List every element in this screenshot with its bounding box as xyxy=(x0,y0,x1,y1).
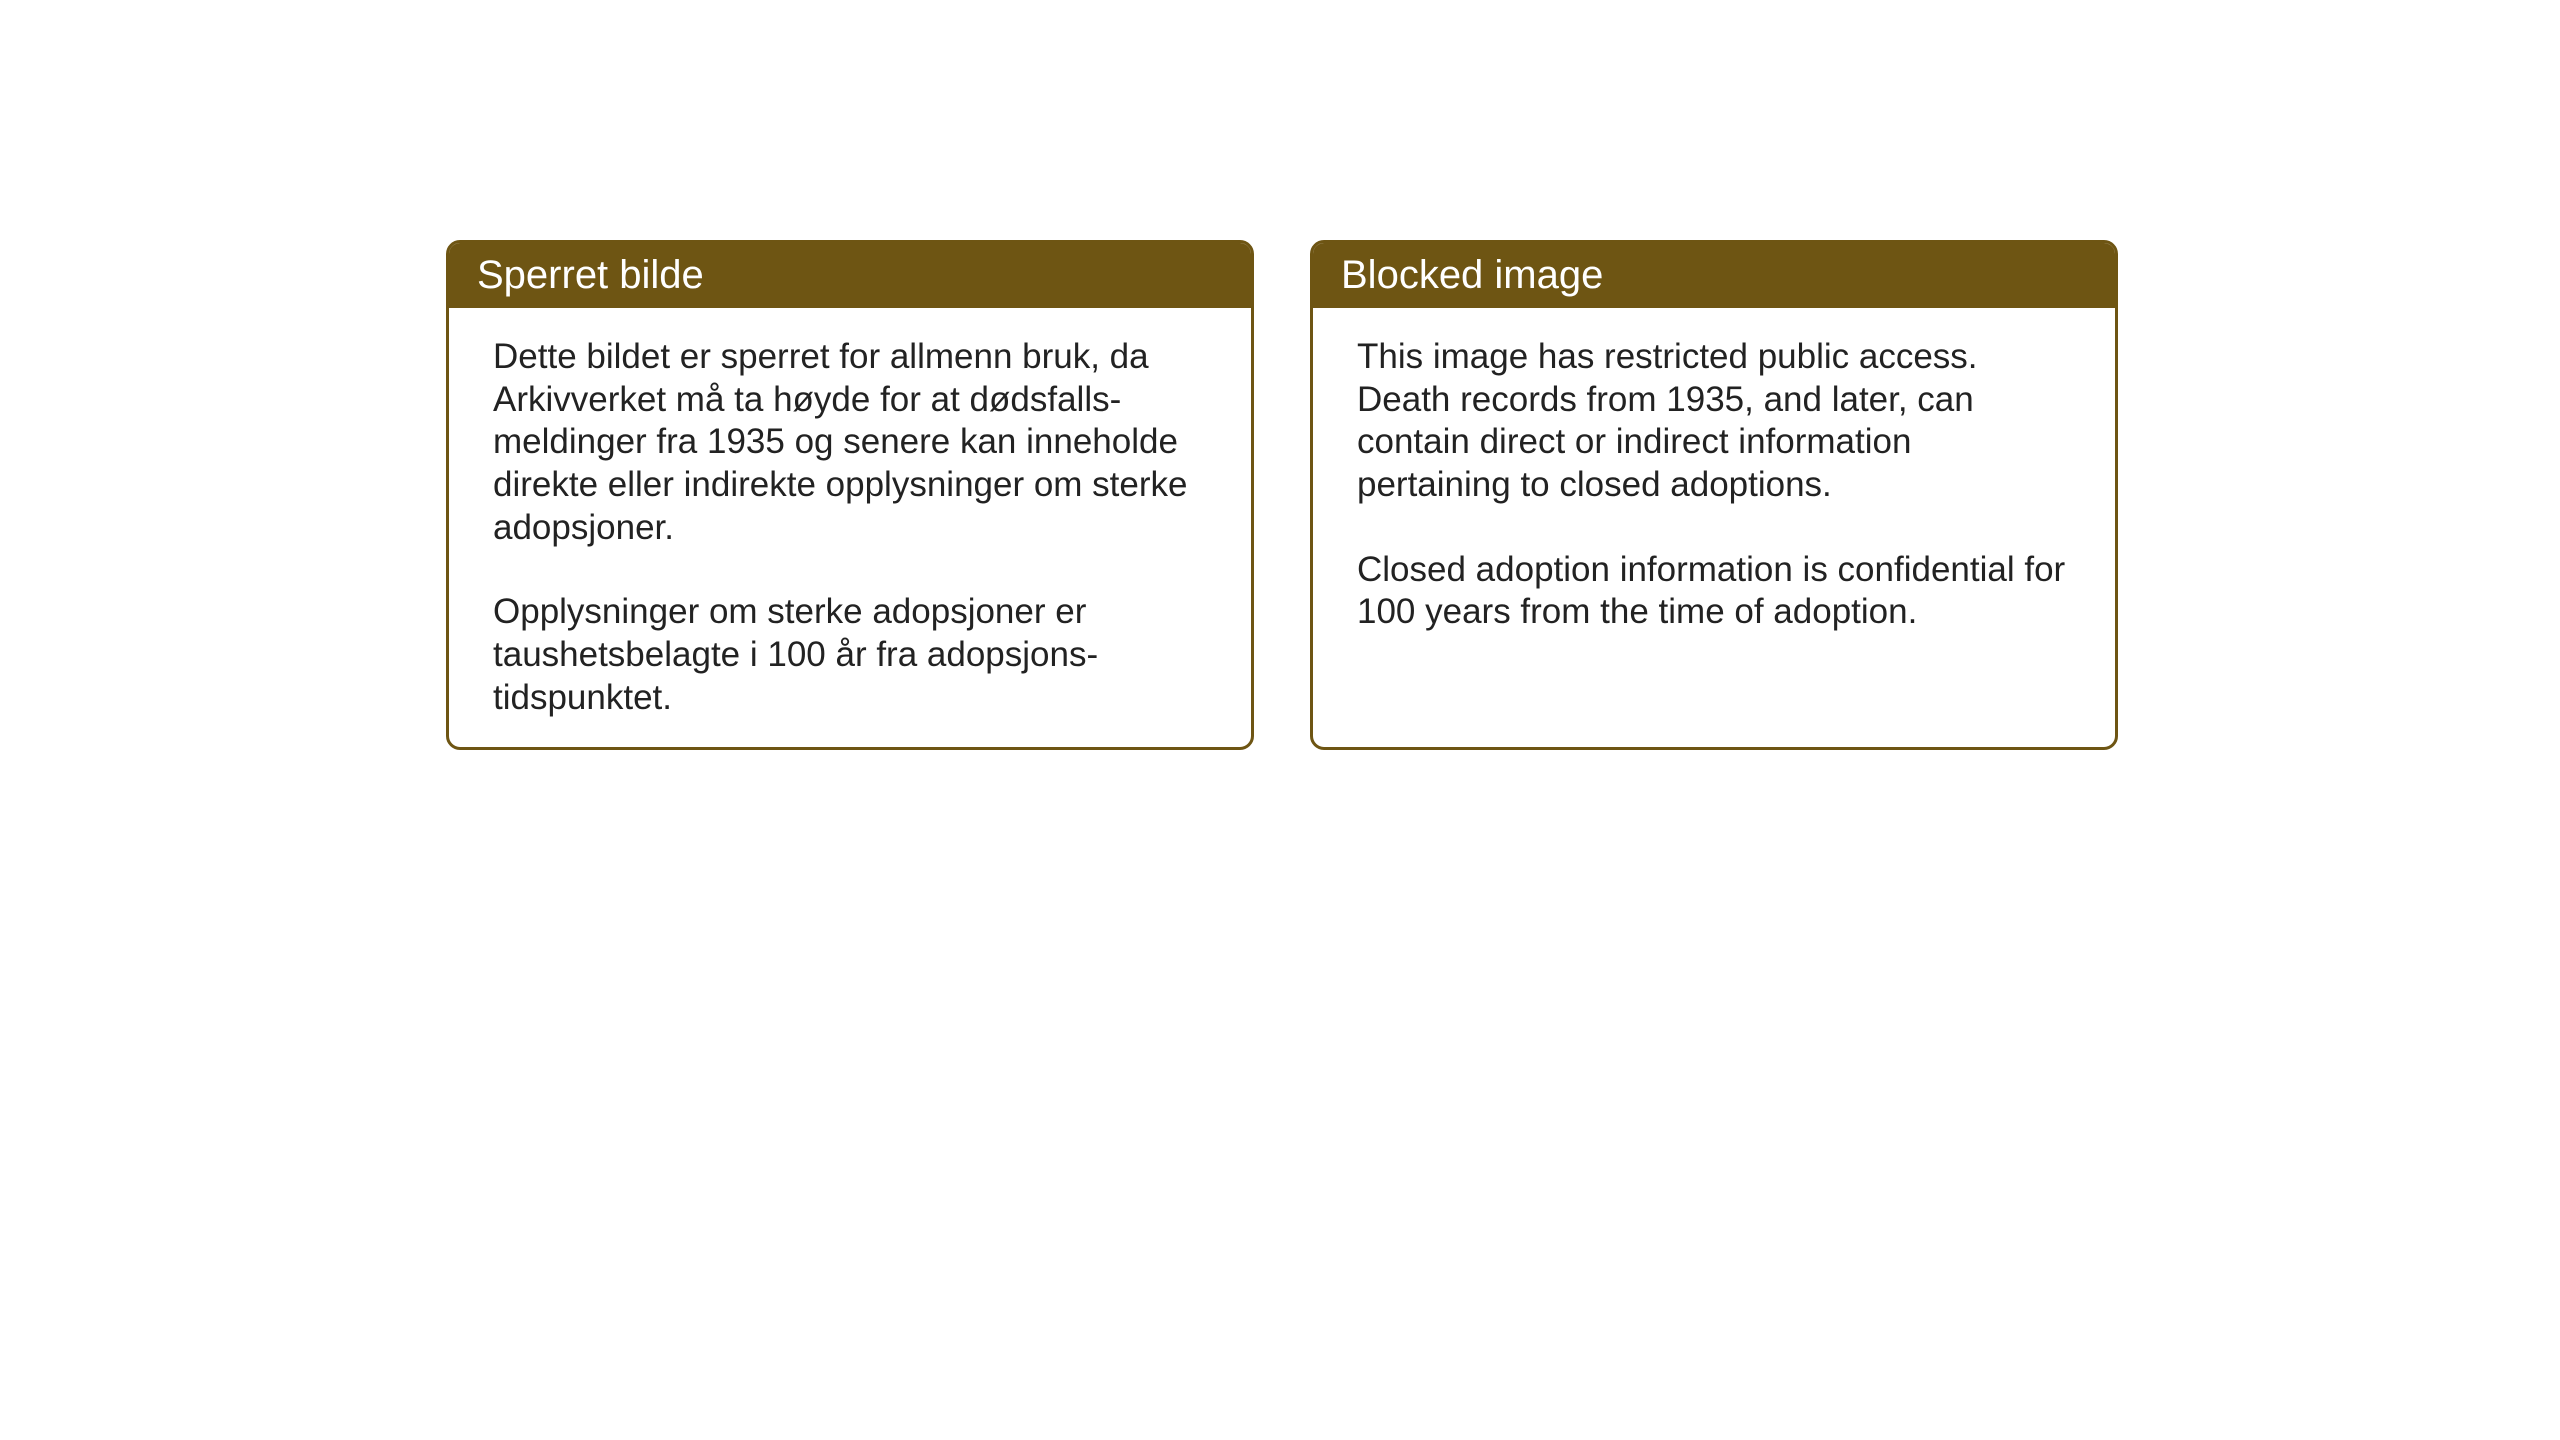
card-english: Blocked image This image has restricted … xyxy=(1310,240,2118,750)
paragraph-english-2: Closed adoption information is confident… xyxy=(1357,549,2071,634)
card-body-norwegian: Dette bildet er sperret for allmenn bruk… xyxy=(449,308,1251,748)
paragraph-norwegian-1: Dette bildet er sperret for allmenn bruk… xyxy=(493,336,1207,549)
card-title-norwegian: Sperret bilde xyxy=(477,253,704,297)
card-title-english: Blocked image xyxy=(1341,253,1603,297)
card-norwegian: Sperret bilde Dette bildet er sperret fo… xyxy=(446,240,1254,750)
card-header-english: Blocked image xyxy=(1313,243,2115,308)
cards-container: Sperret bilde Dette bildet er sperret fo… xyxy=(446,240,2118,750)
paragraph-norwegian-2: Opplysninger om sterke adopsjoner er tau… xyxy=(493,591,1207,719)
paragraph-english-1: This image has restricted public access.… xyxy=(1357,336,2071,507)
card-header-norwegian: Sperret bilde xyxy=(449,243,1251,308)
card-body-english: This image has restricted public access.… xyxy=(1313,308,2115,662)
